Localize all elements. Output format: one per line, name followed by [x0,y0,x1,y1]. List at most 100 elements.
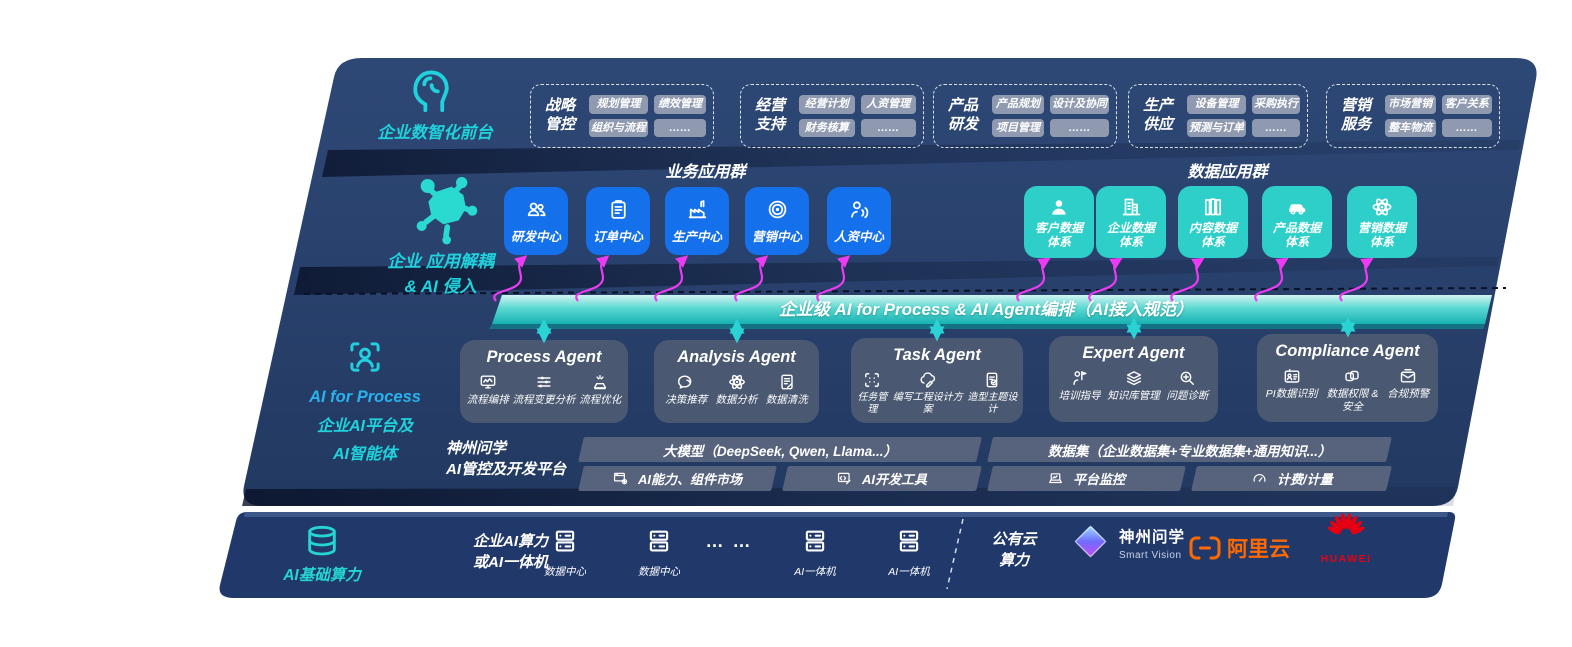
sliders-icon [534,372,554,392]
task-agent-card: Task Agent 任务管理 编写工程设计方案 造型主题设计 [851,338,1023,423]
module-pill: 财务核算 [799,118,855,138]
team-icon [524,197,549,222]
id-card-icon [1282,366,1302,386]
group-title: 战略 管控 [544,97,575,133]
laptop-chart-icon [1047,470,1064,487]
biz-app-card: 营销中心 [745,187,809,255]
huawei-logo-text: HUAWEI [1320,553,1372,565]
module-pill: …… [1050,118,1109,138]
module-pill: 组织与流程 [589,118,648,138]
person-wave-icon [847,197,872,222]
platform-label: 神州问学 AI管控及开发平台 [446,440,567,478]
monitor-bar: 平台监控 [987,466,1186,491]
group-supply: 生产 供应 设备管理 采购执行 预测与订单 …… [1128,84,1308,148]
biz-app-card: 人资中心 [827,187,891,255]
group-title: 产品 研发 [947,97,978,133]
group-marketing: 营销 服务 市场营销 客户关系 整车物流 …… [1326,84,1500,148]
trainer-icon [1070,368,1090,388]
factory-icon [685,197,710,222]
huawei-flower-icon [1326,509,1366,547]
module-pill: …… [654,118,706,138]
module-pill: 整车物流 [1385,118,1436,138]
mail-alert-icon [1398,366,1418,386]
code-window-icon [836,470,853,487]
data-app-card: 内容数据 体系 [1178,186,1248,258]
clipboard-icon [606,197,631,222]
group-title: 营销 服务 [1340,97,1371,133]
monitor-wave-icon [478,372,498,392]
module-pill: 市场营销 [1385,94,1436,114]
biz-app-card: 研发中心 [504,187,568,255]
devtools-bar: AI开发工具 [782,466,982,491]
building-icon [1119,195,1143,219]
brain-head-icon [404,62,458,118]
module-pill: 设备管理 [1187,94,1246,114]
user-icon [1047,195,1071,219]
huawei-logo: HUAWEI [1318,509,1374,565]
ai-capability-bar: AI能力、组件市场 [578,466,777,491]
compliance-agent-card: Compliance Agent PI数据识别 数据权限 & 安全 合规预警 [1257,334,1438,422]
data-app-card: 客户数据 体系 [1024,186,1094,258]
server-icon [800,526,830,556]
smartvision-logo-text: 神州问学 Smart Vision [1119,529,1186,561]
group-title: 生产 供应 [1142,97,1173,133]
layers-icon [1124,368,1144,388]
smartvision-logo-icon [1068,519,1113,564]
infra-label: AI基础算力 [283,567,361,584]
public-cloud-label: 公有云 算力 [991,531,1037,569]
scan-grid-icon [862,370,882,390]
module-pill: …… [1441,118,1492,138]
alicloud-logo: 阿里云 [1188,533,1290,563]
biz-apps-heading: 业务应用群 [665,164,746,181]
atom-icon [1370,195,1394,219]
decouple-label: 企业 应用解耦 & AI 侵入 [387,252,494,296]
permission-icon [1342,366,1362,386]
module-pill: 绩效管理 [654,94,706,114]
person-frame-icon [344,336,386,378]
analysis-agent-card: Analysis Agent 决策推荐 数据分析 数据清洗 [654,340,819,423]
tablet-check-icon [982,370,1002,390]
enterprise-compute-label: 企业AI算力 或AI一体机 [472,533,548,571]
group-strategy: 战略 管控 规划管理 绩效管理 组织与流程 …… [530,84,714,148]
group-title: 经营 支持 [754,97,785,133]
module-pill: 预测与订单 [1187,118,1246,138]
datacenter-node: 数据中心 [624,526,694,579]
diagnose-icon [1177,368,1197,388]
module-pill: …… [1252,118,1300,138]
ai-appliance-node: AI一体机 [874,526,944,579]
doc-clean-icon [777,372,797,392]
module-pill: 采购执行 [1252,94,1300,114]
module-pill: 客户关系 [1441,94,1492,114]
biz-app-card: 订单中心 [586,187,650,255]
module-pill: 产品规划 [992,94,1044,114]
biz-app-card: 生产中心 [665,187,729,255]
front-office-label: 企业数智化前台 [377,124,493,142]
alicloud-logo-text: 阿里云 [1227,538,1290,561]
datacenter-node: 数据中心 [530,526,600,579]
atom-icon [727,372,747,392]
module-pill: 人资管理 [860,94,916,114]
module-pill: 项目管理 [992,118,1044,138]
module-pill: 经营计划 [799,94,855,114]
group-operation: 经营 支持 经营计划 人资管理 财务核算 …… [740,84,924,148]
model-bar: 大模型（DeepSeek, Qwen, Llama...） [578,437,982,462]
server-icon [644,526,674,556]
expert-agent-card: Expert Agent 培训指导 知识库管理 问题诊断 [1049,336,1218,422]
data-app-card: 产品数据 体系 [1262,186,1332,258]
dataset-bar: 数据集（企业数据集+专业数据集+通用知识...） [987,437,1392,462]
billing-bar: 计费/计量 [1191,466,1392,491]
data-app-card: 营销数据 体系 [1347,186,1417,258]
server-icon [550,526,580,556]
alicloud-bracket-icon [1188,535,1222,561]
molecule-icon [398,170,492,250]
data-apps-heading: 数据应用群 [1187,164,1268,181]
spark-icon [590,372,610,392]
module-pill: 规划管理 [589,94,648,114]
data-app-card: 企业数据 体系 [1096,186,1166,258]
ai-for-process-label: AI for Process 企业AI平台及 AI智能体 [309,388,421,463]
books-icon [1201,195,1225,219]
car-icon [1285,195,1309,219]
module-pill: 设计及协同 [1050,94,1109,114]
target-icon [765,197,790,222]
window-gear-icon [612,470,629,487]
